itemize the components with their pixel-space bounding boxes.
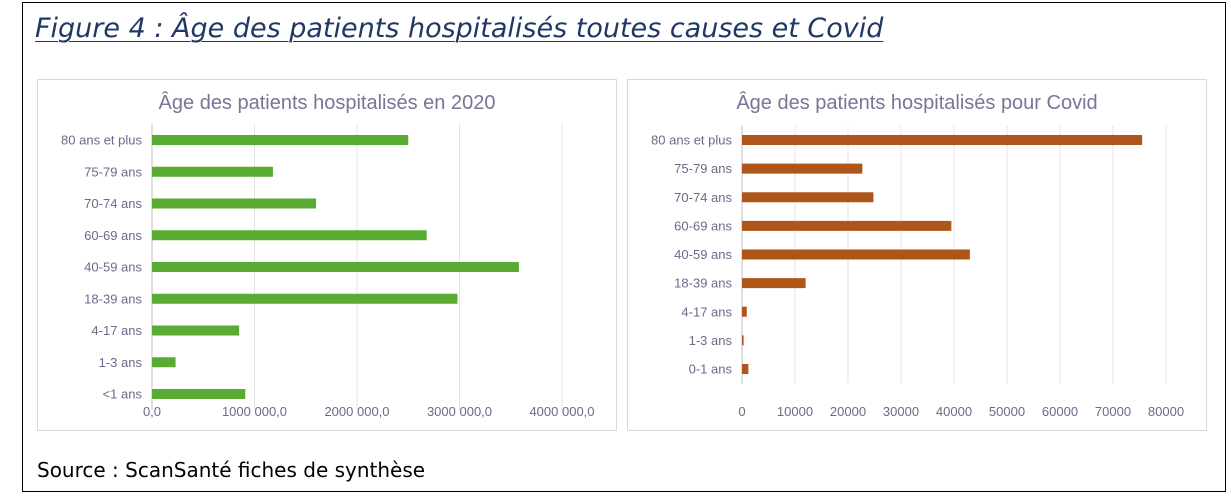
figure-frame: Figure 4 : Âge des patients hospitalisés… — [22, 2, 1226, 492]
category-label: 18-39 ans — [84, 291, 142, 306]
category-label: 1-3 ans — [689, 333, 733, 348]
bar-chart-covid: 80 ans et plus 75-79 ans 70-74 ans 60-69 an… — [651, 125, 1184, 419]
x-tick-label: 10000 — [777, 404, 813, 419]
category-label: 40-59 ans — [84, 260, 142, 275]
bar-chart-all-causes: 80 ans et plus 75-79 ans 70-74 ans 60-69 an… — [61, 124, 595, 419]
x-tick-label: 60000 — [1042, 404, 1078, 419]
source-note: Source : ScanSanté fiches de synthèse — [37, 458, 426, 482]
category-label: 70-74 ans — [674, 190, 732, 205]
chart-panel-covid: Âge des patients hospitalisés pour Covid… — [627, 79, 1207, 431]
category-label: <1 ans — [103, 387, 143, 402]
bar-1 — [152, 166, 273, 177]
category-label: 75-79 ans — [674, 161, 732, 176]
category-label: 0-1 ans — [689, 362, 733, 377]
bar-2 — [742, 192, 874, 203]
bar-7 — [152, 357, 176, 368]
x-tick-label: 4000 000,0 — [529, 404, 594, 419]
bar-5 — [152, 293, 458, 304]
category-label: 4-17 ans — [681, 304, 732, 319]
category-label: 80 ans et plus — [651, 133, 732, 148]
x-tick-label: 0,0 — [143, 404, 161, 419]
bar-8 — [742, 364, 749, 374]
x-tick-label: 40000 — [936, 404, 972, 419]
x-tick-label: 30000 — [883, 404, 919, 419]
category-label: 4-17 ans — [91, 323, 142, 338]
x-tick-label: 20000 — [830, 404, 866, 419]
bar-4 — [152, 262, 519, 272]
category-label: 60-69 ans — [674, 218, 732, 233]
bar-0 — [742, 135, 1143, 145]
chart-panel-all-causes: Âge des patients hospitalisés en 2020 80… — [37, 79, 617, 431]
bar-5 — [742, 278, 806, 289]
bar-4 — [742, 249, 970, 260]
bar-7 — [742, 335, 744, 346]
category-label: 60-69 ans — [84, 228, 142, 243]
x-tick-label: 80000 — [1148, 404, 1184, 419]
chart-title-all-causes: Âge des patients hospitalisés en 2020 — [158, 92, 496, 114]
chart-title-covid: Âge des patients hospitalisés pour Covid — [736, 92, 1098, 114]
category-label: 80 ans et plus — [61, 133, 142, 148]
x-tick-label: 0 — [738, 404, 745, 419]
bar-2 — [152, 198, 316, 209]
figure-title: Figure 4 : Âge des patients hospitalisés… — [35, 13, 884, 44]
x-tick-label: 70000 — [1095, 404, 1131, 419]
x-tick-label: 3000 000,0 — [427, 404, 492, 419]
category-label: 40-59 ans — [674, 247, 732, 262]
bar-6 — [742, 306, 747, 317]
category-label: 18-39 ans — [674, 276, 732, 291]
bar-6 — [152, 325, 240, 336]
x-tick-label: 1000 000,0 — [222, 404, 287, 419]
x-tick-label: 2000 000,0 — [324, 404, 389, 419]
bar-8 — [152, 389, 246, 399]
category-label: 70-74 ans — [84, 196, 142, 211]
category-label: 75-79 ans — [84, 164, 142, 179]
bar-3 — [742, 220, 952, 231]
bar-0 — [152, 135, 409, 145]
bar-1 — [742, 163, 863, 174]
category-label: 1-3 ans — [99, 355, 143, 370]
x-tick-label: 50000 — [989, 404, 1025, 419]
bar-3 — [152, 230, 427, 241]
